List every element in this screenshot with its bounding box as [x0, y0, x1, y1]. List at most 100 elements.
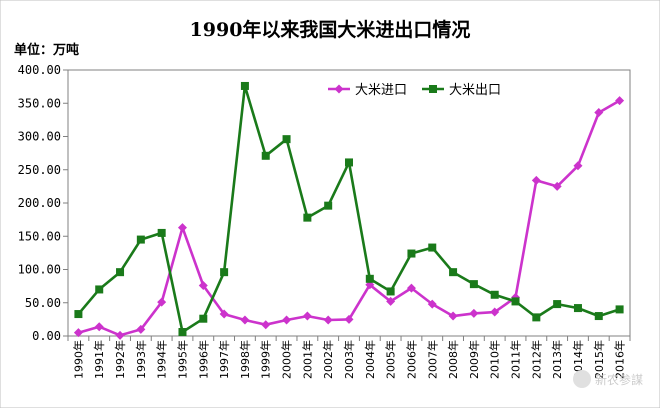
x-tick-label: 2014年	[571, 340, 585, 379]
data-point	[345, 158, 353, 167]
x-tick-label: 2007年	[425, 340, 439, 379]
data-point	[469, 280, 478, 289]
series-export	[74, 81, 624, 337]
chart-title: 1990年以来我国大米进出口情况	[190, 18, 471, 41]
x-tick-label: 1991年	[92, 340, 106, 379]
data-point	[449, 268, 458, 277]
x-tick-label: 1990年	[71, 340, 85, 379]
data-point	[240, 81, 249, 90]
x-tick-label: 1998年	[238, 340, 252, 379]
x-tick-label: 2001年	[300, 340, 314, 379]
data-point	[407, 249, 416, 258]
data-point	[365, 274, 374, 283]
x-tick-label: 2012年	[529, 340, 543, 379]
data-point	[448, 311, 458, 321]
data-point	[157, 228, 166, 237]
data-point	[594, 108, 604, 118]
x-tick-label: 2006年	[404, 340, 418, 379]
data-point	[303, 213, 312, 222]
legend-marker	[334, 84, 344, 94]
data-point	[136, 324, 146, 334]
data-point	[261, 320, 271, 330]
data-point	[178, 328, 187, 337]
x-tick-label: 2005年	[384, 340, 398, 379]
x-tick-label: 2011年	[509, 340, 523, 379]
data-point	[95, 285, 104, 294]
x-tick-label: 2002年	[321, 340, 335, 379]
x-tick-label: 2008年	[446, 340, 460, 379]
data-point	[386, 287, 395, 296]
y-tick-label: 100.00	[18, 263, 61, 277]
data-point	[219, 309, 229, 319]
data-point	[469, 308, 479, 318]
data-point	[511, 297, 520, 306]
data-point	[220, 268, 229, 277]
data-point	[177, 223, 187, 233]
legend-marker	[429, 85, 437, 93]
series-import	[73, 96, 625, 340]
wechat-icon	[573, 370, 591, 388]
y-tick-label: 300.00	[18, 130, 61, 144]
y-tick-label: 0.00	[32, 329, 61, 343]
data-point	[74, 310, 83, 319]
data-point	[615, 305, 624, 314]
data-point	[73, 328, 83, 338]
x-tick-label: 1995年	[175, 340, 189, 379]
data-point	[615, 96, 625, 106]
x-tick-label: 1993年	[134, 340, 148, 379]
x-tick-label: 2013年	[550, 340, 564, 379]
y-tick-label: 350.00	[18, 96, 61, 110]
data-point	[344, 314, 354, 324]
data-point	[116, 268, 125, 277]
x-tick-label: 1997年	[217, 340, 231, 379]
data-point	[532, 313, 541, 322]
x-tick-label: 1992年	[113, 340, 127, 379]
data-point	[198, 280, 208, 290]
y-tick-label: 200.00	[18, 196, 61, 210]
x-tick-label: 1994年	[155, 340, 169, 379]
data-point	[282, 315, 292, 325]
legend-label: 大米进口	[355, 83, 407, 98]
data-point	[573, 161, 583, 171]
data-point	[323, 315, 333, 325]
data-point	[552, 181, 562, 191]
data-point	[553, 300, 562, 309]
x-tick-label: 2000年	[280, 340, 294, 379]
data-point	[406, 283, 416, 293]
data-point	[386, 296, 396, 306]
data-point	[302, 311, 312, 321]
data-point	[573, 304, 582, 313]
watermark-text: 新农参謀	[595, 372, 643, 387]
legend-label: 大米出口	[449, 83, 501, 98]
legend: 大米进口 大米出口	[328, 83, 501, 98]
data-point	[136, 235, 145, 244]
series-layer	[73, 81, 625, 340]
data-point	[199, 314, 208, 323]
axes: 0.00 50.00 100.00 150.00 200.00 250.00 300.00 3…	[18, 63, 631, 379]
data-point	[261, 151, 270, 160]
data-point	[531, 175, 541, 185]
data-point	[157, 297, 167, 307]
data-point	[428, 243, 437, 252]
x-tick-label: 2016年	[613, 340, 627, 379]
data-point	[94, 322, 104, 332]
x-tick-label: 2003年	[342, 340, 356, 379]
data-point	[594, 312, 603, 321]
y-tick-label: 250.00	[18, 163, 61, 177]
watermark: 新农参謀	[573, 370, 643, 388]
y-tick-label: 50.00	[25, 296, 61, 310]
y-tick-label: 150.00	[18, 229, 61, 243]
data-point	[490, 290, 499, 299]
data-point	[490, 307, 500, 317]
x-tick-label: 2010年	[488, 340, 502, 379]
x-tick-label: 2009年	[467, 340, 481, 379]
x-tick-label: 2015年	[592, 340, 606, 379]
data-point	[427, 299, 437, 309]
data-point	[324, 201, 333, 210]
data-point	[240, 315, 250, 325]
y-tick-label: 400.00	[18, 63, 61, 77]
x-tick-label: 1996年	[196, 340, 210, 379]
data-point	[115, 330, 125, 340]
